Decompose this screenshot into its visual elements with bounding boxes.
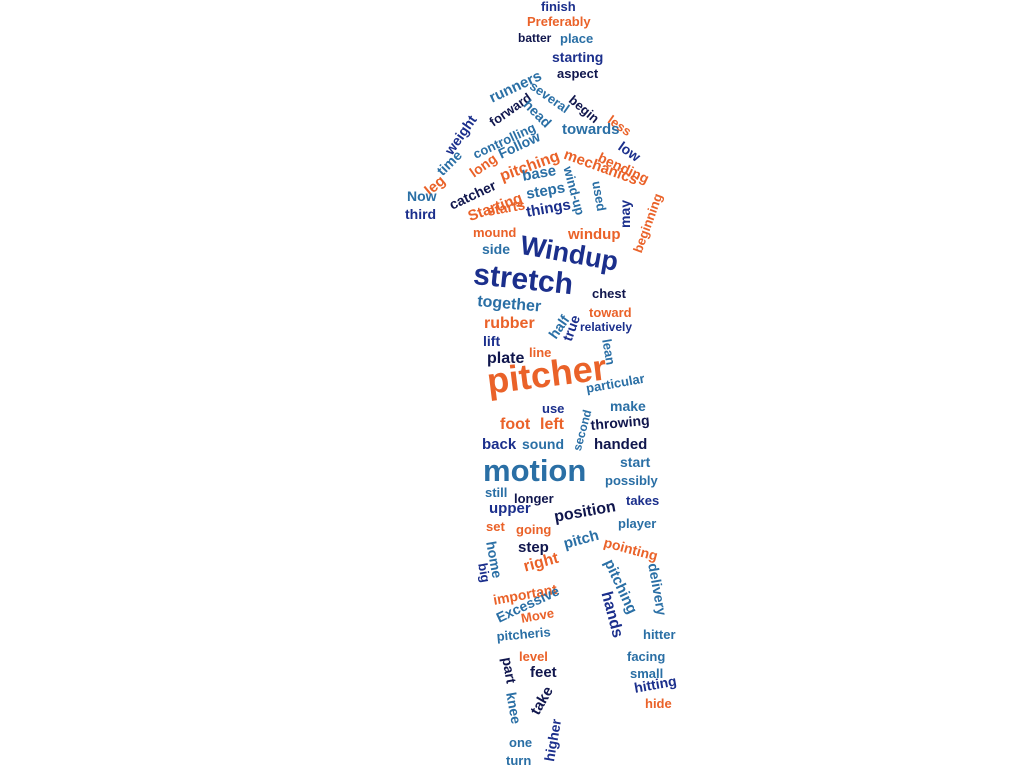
word-may: may [617,199,633,228]
word-higher: higher [541,717,565,763]
word-left: left [540,416,564,433]
word-relatively: relatively [580,320,633,334]
word-mound: mound [473,225,517,240]
word-level: level [519,649,548,664]
word-upper: upper [489,500,531,517]
word-hide: hide [645,696,672,711]
word-long: long [466,150,500,181]
word-one: one [509,735,533,750]
word-batter: batter [518,31,552,45]
word-pitch: pitch [561,526,601,553]
word-big: big [475,561,494,584]
word-take: take [527,683,557,718]
word-move: Move [519,605,556,626]
word-step: step [518,539,549,556]
word-facing: facing [627,649,666,664]
word-side: side [482,241,511,257]
word-going: going [516,522,552,537]
word-used: used [589,179,610,213]
word-takes: takes [626,493,660,508]
word-rubber: rubber [484,315,535,332]
word-third: third [405,206,437,222]
word-back: back [482,436,517,453]
word-small: small [630,666,664,681]
word-line: line [529,345,552,360]
word-delivery: delivery [645,561,671,617]
word-motion: motion [483,453,587,488]
word-hitter: hitter [643,627,676,642]
word-position: position [552,498,618,526]
word-toward: toward [589,305,632,320]
word-lift: lift [483,333,501,349]
word-now: Now [407,188,437,204]
word-beginning: beginning [630,191,666,255]
word-turn: turn [506,753,532,768]
word-throwing: throwing [589,411,651,433]
word-start: start [620,454,651,470]
word-foot: foot [500,416,531,433]
word-place: place [560,31,594,46]
word-feet: feet [530,664,557,681]
word-towards: towards [562,121,620,138]
word-chest: chest [592,286,626,301]
word-pitcheris: pitcheris [495,624,552,644]
word-aspect: aspect [557,66,599,81]
word-still: still [485,485,508,500]
word-finish: finish [541,0,576,14]
word-use: use [542,401,565,416]
word-possibly: possibly [605,473,658,488]
word-longer: longer [514,491,554,506]
word-preferably: Preferably [527,14,591,29]
word-part: part [499,655,520,685]
word-make: make [610,398,646,414]
word-starting: starting [552,49,604,65]
word-windup: windup [568,226,621,243]
word-together: together [476,293,542,316]
word-sound: sound [522,436,564,452]
word-knee: knee [503,690,525,726]
word-player: player [618,516,657,531]
word-set: set [486,519,505,534]
word-plate: plate [487,350,525,367]
word-handed: handed [594,436,648,453]
